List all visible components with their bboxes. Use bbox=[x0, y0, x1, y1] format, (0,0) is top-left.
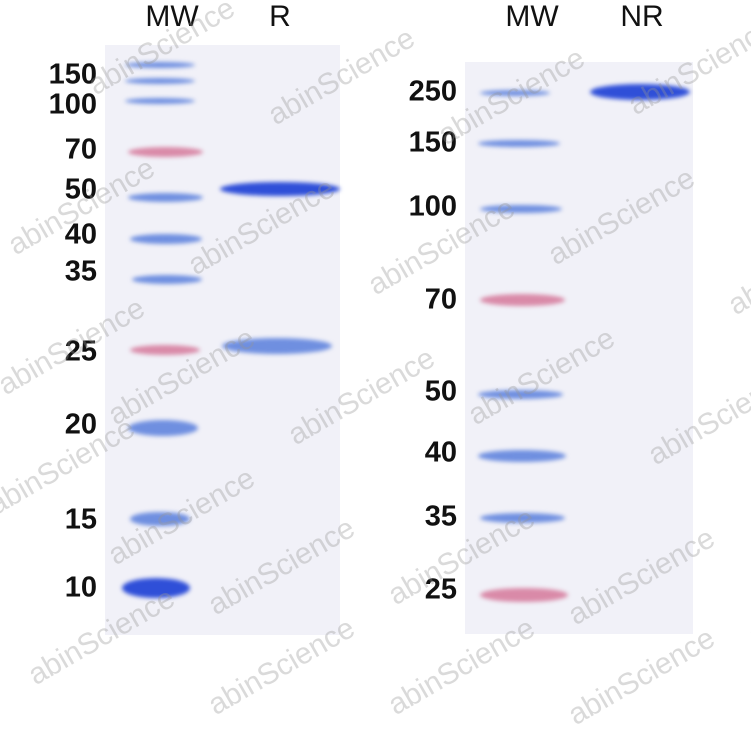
ladder-band-right bbox=[478, 140, 560, 147]
mw-marker-right-150: 150 bbox=[408, 126, 457, 159]
mw-marker-right-40: 40 bbox=[424, 436, 457, 469]
ladder-band-left bbox=[128, 420, 198, 436]
mw-marker-right-70: 70 bbox=[424, 283, 457, 316]
ladder-band-right bbox=[480, 90, 550, 96]
watermark: abinScience bbox=[742, 541, 751, 652]
ladder-band-left bbox=[125, 62, 195, 68]
mw-marker-left-15: 15 bbox=[64, 503, 97, 536]
ladder-band-left bbox=[128, 147, 203, 157]
lane-label-mw-left: MW bbox=[145, 0, 199, 33]
mw-marker-left-10: 10 bbox=[64, 571, 97, 604]
watermark: abinScience bbox=[722, 211, 751, 322]
ladder-band-left bbox=[130, 345, 200, 355]
ladder-band-left bbox=[125, 78, 195, 84]
mw-marker-right-250: 250 bbox=[408, 75, 457, 108]
sample-band-nr-250kda bbox=[590, 84, 690, 100]
mw-marker-right-50: 50 bbox=[424, 375, 457, 408]
mw-marker-left-40: 40 bbox=[64, 218, 97, 251]
mw-marker-left-100: 100 bbox=[48, 88, 97, 121]
sample-band-r-50kda bbox=[220, 182, 340, 196]
ladder-band-left bbox=[125, 98, 195, 104]
sample-band-r-25kda bbox=[222, 338, 332, 354]
ladder-band-left bbox=[122, 578, 190, 598]
watermark: abinScience bbox=[562, 621, 721, 732]
mw-marker-left-25: 25 bbox=[64, 335, 97, 368]
ladder-band-right bbox=[480, 205, 562, 213]
right-gel bbox=[465, 62, 693, 634]
mw-marker-left-70: 70 bbox=[64, 133, 97, 166]
lane-label-mw-right: MW bbox=[505, 0, 559, 33]
ladder-band-left bbox=[128, 193, 203, 202]
mw-marker-left-50: 50 bbox=[64, 173, 97, 206]
lane-label-r: R bbox=[269, 0, 291, 33]
ladder-band-left bbox=[132, 275, 202, 284]
ladder-band-right bbox=[478, 450, 566, 462]
mw-marker-right-25: 25 bbox=[424, 573, 457, 606]
ladder-band-right bbox=[480, 294, 565, 306]
ladder-band-left bbox=[130, 234, 202, 244]
ladder-band-right bbox=[480, 588, 568, 602]
mw-marker-left-35: 35 bbox=[64, 255, 97, 288]
mw-marker-left-20: 20 bbox=[64, 408, 97, 441]
ladder-band-left bbox=[130, 512, 190, 526]
lane-label-nr: NR bbox=[620, 0, 664, 33]
mw-marker-right-35: 35 bbox=[424, 500, 457, 533]
mw-marker-left-150: 150 bbox=[48, 58, 97, 91]
ladder-band-right bbox=[480, 513, 565, 523]
ladder-band-right bbox=[478, 390, 563, 399]
mw-marker-right-100: 100 bbox=[408, 190, 457, 223]
